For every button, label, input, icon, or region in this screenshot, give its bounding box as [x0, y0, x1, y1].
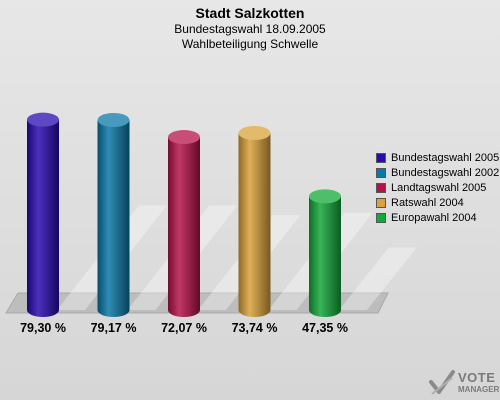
legend-swatch: [376, 152, 386, 163]
bar-3: [168, 137, 200, 317]
value-label-4: 73,74 %: [232, 321, 278, 335]
vote-manager-logo: VOTE MANAGER: [428, 368, 500, 398]
legend-swatch: [376, 167, 386, 178]
chart-subtitle: Bundestagswahl 18.09.2005: [174, 22, 326, 36]
legend-swatch: [376, 212, 386, 223]
bar-top-1: [27, 112, 59, 127]
chart-title: Stadt Salzkotten: [195, 5, 305, 21]
bar-2: [97, 119, 130, 318]
bar-1: [27, 119, 59, 318]
legend-item: Bundestagswahl 2005: [376, 150, 499, 165]
legend-item: Ratswahl 2004: [376, 195, 499, 210]
legend-swatch: [376, 182, 386, 193]
bar-shadow: [339, 247, 417, 310]
legend-label: Europawahl 2004: [391, 211, 477, 224]
logo-text-vote: VOTE: [458, 370, 496, 385]
legend-label: Bundestagswahl 2005: [391, 151, 500, 164]
legend-item: Bundestagswahl 2002: [376, 165, 499, 180]
legend-label: Ratswahl 2004: [391, 196, 464, 209]
value-label-1: 79,30 %: [20, 321, 66, 335]
logo-text-manager: MANAGER: [458, 385, 500, 394]
value-label-3: 72,07 %: [161, 321, 207, 335]
value-label-2: 79,17 %: [91, 321, 137, 335]
legend-label: Landtagswahl 2005: [391, 181, 487, 194]
bar-5: [309, 196, 341, 317]
bar-top-2: [97, 112, 130, 127]
vote-check-icon: [429, 370, 455, 395]
legend-label: Bundestagswahl 2002: [391, 166, 500, 179]
chart-legend: Bundestagswahl 2005 Bundestagswahl 2002 La…: [376, 150, 499, 225]
value-label-5: 47,35 %: [302, 321, 348, 335]
chart-subtitle-2: Wahlbeteiligung Schwelle: [181, 37, 319, 51]
bar-4: [238, 133, 271, 318]
legend-item: Landtagswahl 2005: [376, 180, 499, 195]
bar-top-4: [238, 126, 271, 141]
bar-top-5: [309, 189, 341, 204]
legend-swatch: [376, 197, 386, 208]
bar-top-3: [168, 130, 200, 145]
legend-item: Europawahl 2004: [376, 210, 499, 225]
